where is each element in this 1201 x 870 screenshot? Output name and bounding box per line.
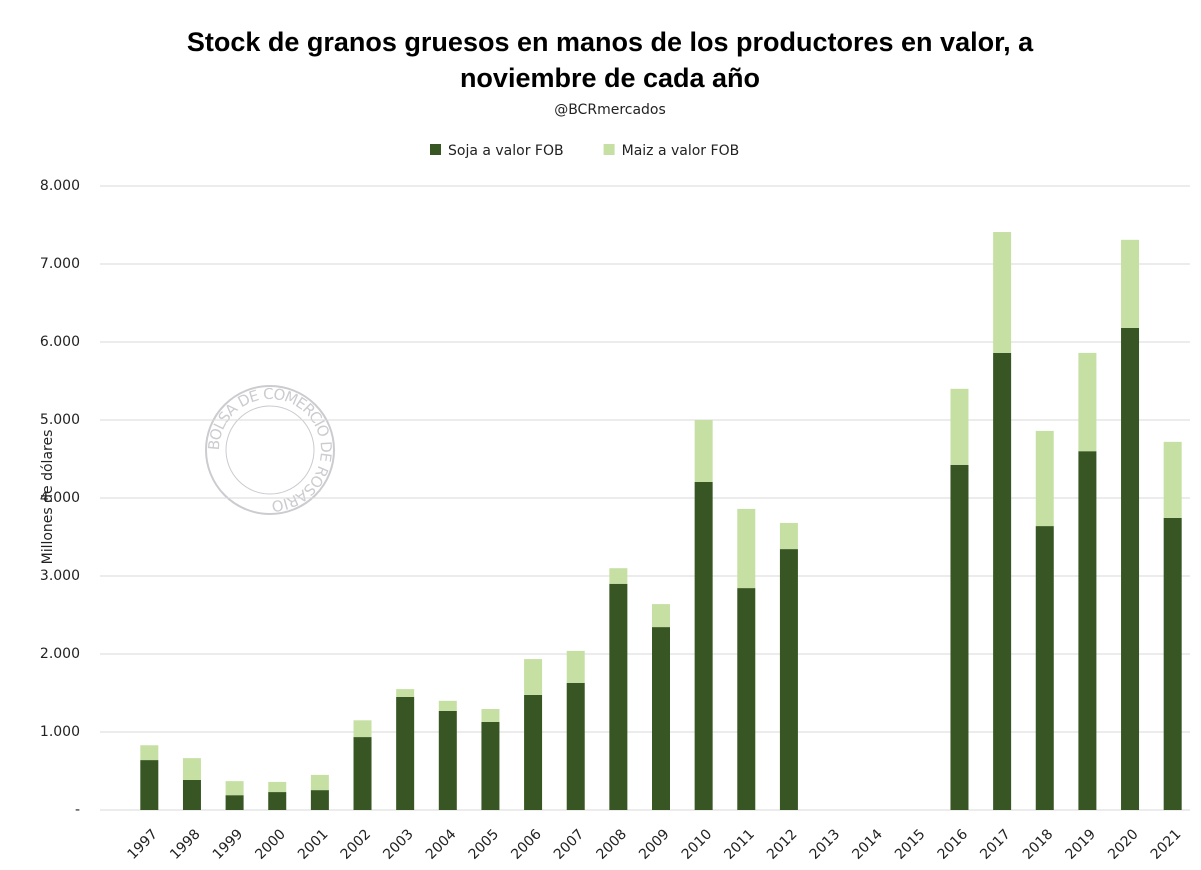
bar-segment xyxy=(353,737,372,810)
bar-segment xyxy=(566,650,585,683)
x-tick-label: 2013 xyxy=(807,826,844,863)
y-tick-label: 3.000 xyxy=(40,568,80,584)
x-tick-label: 2005 xyxy=(466,826,503,863)
chart-title: noviembre de cada año xyxy=(460,63,760,93)
bar-segment xyxy=(1035,526,1054,810)
x-tick-label: 2009 xyxy=(636,826,673,863)
x-tick-label: 2001 xyxy=(295,826,332,863)
bar-segment xyxy=(1163,517,1182,810)
y-tick-label: - xyxy=(75,802,80,818)
chart-subtitle: @BCRmercados xyxy=(554,102,666,118)
x-tick-label: 2004 xyxy=(423,826,460,863)
bar-segment xyxy=(481,708,500,722)
bar-segment xyxy=(353,720,372,738)
bar-segment xyxy=(566,682,585,810)
bar-segment xyxy=(1163,441,1182,518)
x-tick-label: 2021 xyxy=(1148,826,1185,863)
watermark: BOLSA DE COMERCIO DE ROSARIO xyxy=(204,384,335,515)
bar-segment xyxy=(182,758,201,780)
bar-segment xyxy=(310,790,329,810)
y-tick-label: 1.000 xyxy=(40,724,80,740)
bar-segment xyxy=(1078,352,1097,452)
bar-segment xyxy=(268,792,287,810)
x-tick-label: 2018 xyxy=(1020,826,1057,863)
x-tick-label: 2011 xyxy=(721,826,758,863)
bar-segment xyxy=(524,659,543,695)
y-tick-label: 4.000 xyxy=(40,490,80,506)
x-tick-label: 1999 xyxy=(210,826,247,863)
bar-segment xyxy=(268,781,287,793)
bar-segment xyxy=(225,781,244,796)
x-tick-label: 2010 xyxy=(679,826,716,863)
bar-segment xyxy=(1035,430,1054,527)
bar-segment xyxy=(481,721,500,810)
x-tick-label: 1998 xyxy=(167,826,204,863)
x-tick-label: 2019 xyxy=(1063,826,1100,863)
y-tick-label: 7.000 xyxy=(40,256,80,272)
y-tick-label: 6.000 xyxy=(40,334,80,350)
x-tick-label: 2008 xyxy=(594,826,631,863)
bar-segment xyxy=(609,568,628,584)
x-tick-label: 2014 xyxy=(849,826,886,863)
x-tick-label: 2006 xyxy=(508,826,545,863)
bar-segment xyxy=(779,522,798,550)
x-tick-label: 2015 xyxy=(892,826,929,863)
x-tick-label: 2002 xyxy=(338,826,375,863)
bar-segment xyxy=(524,694,543,810)
bar-segment xyxy=(225,795,244,810)
legend-label: Soja a valor FOB xyxy=(448,143,564,159)
bar-segment xyxy=(737,588,756,810)
bar-segment xyxy=(1078,451,1097,810)
bar-segment xyxy=(652,627,670,810)
bar-segment xyxy=(694,482,713,810)
legend-label: Maiz a valor FOB xyxy=(622,143,740,159)
bar-segment xyxy=(950,388,969,465)
bar-segment xyxy=(438,710,457,810)
legend-swatch xyxy=(430,144,441,155)
bar-segment xyxy=(438,700,457,711)
bar-segment xyxy=(993,352,1012,810)
x-tick-label: 2003 xyxy=(380,826,417,863)
y-tick-label: 8.000 xyxy=(40,178,80,194)
bar-segment xyxy=(779,549,798,810)
bar-segment xyxy=(993,232,1012,353)
y-tick-label: 5.000 xyxy=(40,412,80,428)
watermark-text: BOLSA DE COMERCIO DE ROSARIO xyxy=(204,384,335,515)
bar-segment xyxy=(310,774,329,791)
legend-swatch xyxy=(603,144,615,155)
bar-segment xyxy=(694,420,713,483)
bar-segment xyxy=(950,464,969,810)
chart-title: Stock de granos gruesos en manos de los … xyxy=(187,27,1034,57)
bar-segment xyxy=(652,604,670,628)
x-tick-label: 2020 xyxy=(1105,826,1142,863)
y-axis-label: Millones de dólares xyxy=(40,430,56,565)
bar-segment xyxy=(1121,239,1140,328)
bar-segment xyxy=(609,583,628,810)
bar-segment xyxy=(140,745,159,761)
watermark-text: BOLSA DE COMERCIO DE ROSARIO xyxy=(204,384,335,515)
x-tick-label: 2007 xyxy=(551,826,588,863)
bar-segment xyxy=(737,508,756,589)
x-tick-label: 1997 xyxy=(124,826,161,863)
x-tick-label: 2012 xyxy=(764,826,801,863)
bar-segment xyxy=(140,760,159,810)
bar-segment xyxy=(182,779,201,810)
bar-segment xyxy=(396,696,415,810)
x-tick-label: 2017 xyxy=(977,826,1014,863)
y-tick-label: 2.000 xyxy=(40,646,80,662)
x-tick-label: 2000 xyxy=(252,826,289,863)
bar-segment xyxy=(1121,327,1140,810)
x-tick-label: 2016 xyxy=(935,826,972,863)
bar-segment xyxy=(396,689,415,697)
